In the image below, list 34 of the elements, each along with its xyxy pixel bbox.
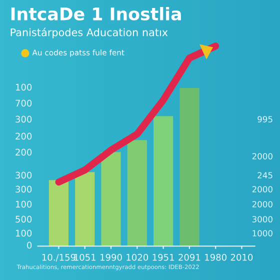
x-tick-label: 1980 <box>205 254 226 261</box>
bar <box>153 116 174 246</box>
x-tick-label: 2010 <box>230 254 253 261</box>
annotation: 3000 <box>252 216 272 222</box>
text: 200 <box>16 148 32 156</box>
chart-title: IntcaDe 1 Inostlia <box>11 7 181 20</box>
annotation: 2000 <box>252 186 272 192</box>
annotation: 1000 <box>252 230 272 236</box>
text: 300 <box>16 116 32 123</box>
x-tick-label: 1020 <box>126 254 148 261</box>
x-tick-label: 1951 <box>152 254 174 261</box>
x-tick-label: 1990 <box>100 254 122 261</box>
bar <box>180 88 200 246</box>
text: 500 <box>16 216 32 223</box>
chart-subtitle: Panistárpodes Aducation natıx <box>10 28 168 38</box>
text: 100 <box>16 84 32 91</box>
x-tick-label: 2091 <box>178 254 200 261</box>
text: 0 <box>27 242 32 249</box>
bar <box>75 172 95 246</box>
text: 245 <box>258 172 272 178</box>
text: 100 <box>16 200 32 208</box>
x-tick-label: 1051 <box>74 254 96 261</box>
text: 200 <box>16 132 32 140</box>
text: 995 <box>258 116 272 122</box>
text: 700 <box>16 100 32 107</box>
annotation: 2000 <box>252 201 272 208</box>
bar <box>48 180 69 246</box>
text: 100 <box>16 230 32 237</box>
x-tick-label: 10./159 <box>42 254 76 262</box>
bar <box>101 152 121 246</box>
annotation: 2000 <box>252 153 272 160</box>
text: 300 <box>16 186 32 193</box>
bar <box>127 140 147 246</box>
text: 300 <box>16 172 32 179</box>
